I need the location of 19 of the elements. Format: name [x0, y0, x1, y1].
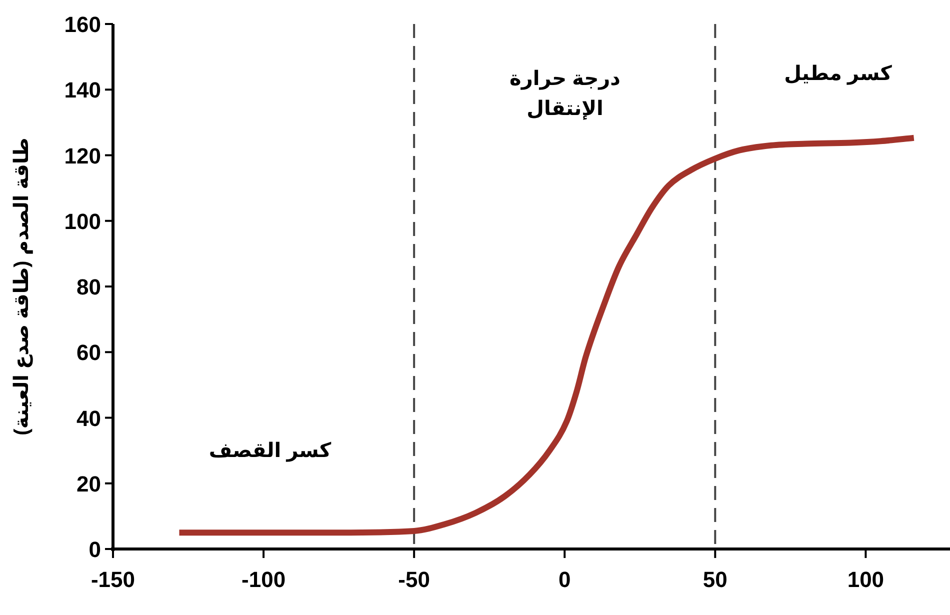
y-tick-label: 100: [64, 208, 101, 234]
y-tick-label: 40: [76, 406, 101, 431]
annotation: كسر مطيل: [784, 63, 892, 85]
y-tick-label: 160: [64, 12, 101, 37]
x-tick-label: -100: [242, 567, 286, 592]
y-axis-title: طاقة الصدم (طاقة صدع العينة): [11, 138, 33, 436]
y-tick-label: 80: [76, 274, 101, 300]
y-tick-label: 120: [64, 143, 101, 168]
y-tick-label: 20: [76, 471, 101, 496]
x-tick-label: 0: [558, 567, 571, 592]
x-tick-label: 50: [702, 567, 728, 592]
x-tick-label: -150: [90, 567, 136, 592]
y-tick-label: 140: [64, 78, 101, 103]
annotation: درجة حرارة الإنتقال: [510, 68, 620, 120]
annotation: كسر القصف: [208, 440, 332, 462]
y-tick-label: 60: [76, 340, 101, 366]
y-tick-label: 0: [88, 537, 101, 562]
x-tick-label: 100: [847, 567, 884, 592]
x-tick-label: -50: [398, 567, 430, 592]
